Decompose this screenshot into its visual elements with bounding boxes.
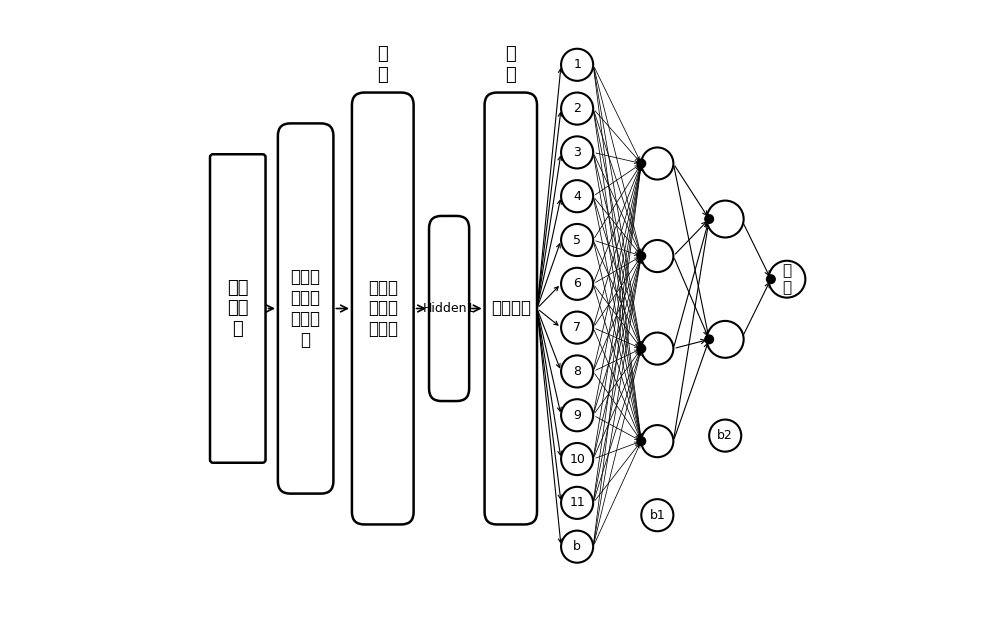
Circle shape (707, 321, 744, 358)
FancyBboxPatch shape (352, 93, 414, 524)
Circle shape (705, 215, 713, 223)
Circle shape (641, 147, 673, 180)
Text: Hidden1: Hidden1 (423, 302, 475, 315)
Text: b2: b2 (717, 429, 733, 442)
Text: 3: 3 (573, 146, 581, 159)
Circle shape (561, 136, 593, 168)
Text: 微波辐
射传输
正演模
型: 微波辐 射传输 正演模 型 (291, 268, 321, 349)
Circle shape (637, 252, 646, 260)
Text: b1: b1 (649, 508, 665, 522)
Circle shape (561, 399, 593, 431)
Text: 1: 1 (573, 58, 581, 72)
Text: 降噪亮温: 降噪亮温 (491, 299, 531, 318)
Text: 4: 4 (573, 189, 581, 203)
Circle shape (641, 333, 673, 365)
Text: 9: 9 (573, 408, 581, 422)
Text: 编
码: 编 码 (377, 46, 388, 84)
Circle shape (561, 49, 593, 81)
Circle shape (561, 487, 593, 519)
Circle shape (705, 335, 713, 344)
Circle shape (561, 268, 593, 300)
Circle shape (768, 261, 805, 297)
Text: 11: 11 (569, 496, 585, 510)
Circle shape (767, 275, 775, 284)
Circle shape (641, 499, 673, 531)
Circle shape (641, 425, 673, 457)
Circle shape (561, 180, 593, 212)
FancyBboxPatch shape (278, 123, 333, 494)
FancyBboxPatch shape (485, 93, 537, 524)
Circle shape (637, 159, 646, 168)
Circle shape (641, 240, 673, 272)
Circle shape (561, 93, 593, 125)
Text: 8: 8 (573, 365, 581, 378)
Text: 7: 7 (573, 321, 581, 334)
Text: 6: 6 (573, 277, 581, 291)
Circle shape (561, 355, 593, 387)
Circle shape (707, 201, 744, 238)
Text: 2: 2 (573, 102, 581, 115)
Text: 背景
场数
据: 背景 场数 据 (227, 279, 249, 338)
Circle shape (561, 312, 593, 344)
Circle shape (561, 224, 593, 256)
Text: 5: 5 (573, 233, 581, 247)
Text: b: b (573, 540, 581, 553)
Circle shape (709, 420, 741, 452)
Circle shape (561, 443, 593, 475)
Text: 多个频
点的观
测亮温: 多个频 点的观 测亮温 (368, 279, 398, 338)
Text: 解
码: 解 码 (505, 46, 516, 84)
Text: 10: 10 (569, 452, 585, 466)
FancyBboxPatch shape (429, 216, 469, 401)
Circle shape (637, 437, 646, 445)
Circle shape (637, 344, 646, 353)
Circle shape (561, 531, 593, 563)
Text: 海
温: 海 温 (782, 263, 791, 296)
FancyBboxPatch shape (210, 154, 266, 463)
